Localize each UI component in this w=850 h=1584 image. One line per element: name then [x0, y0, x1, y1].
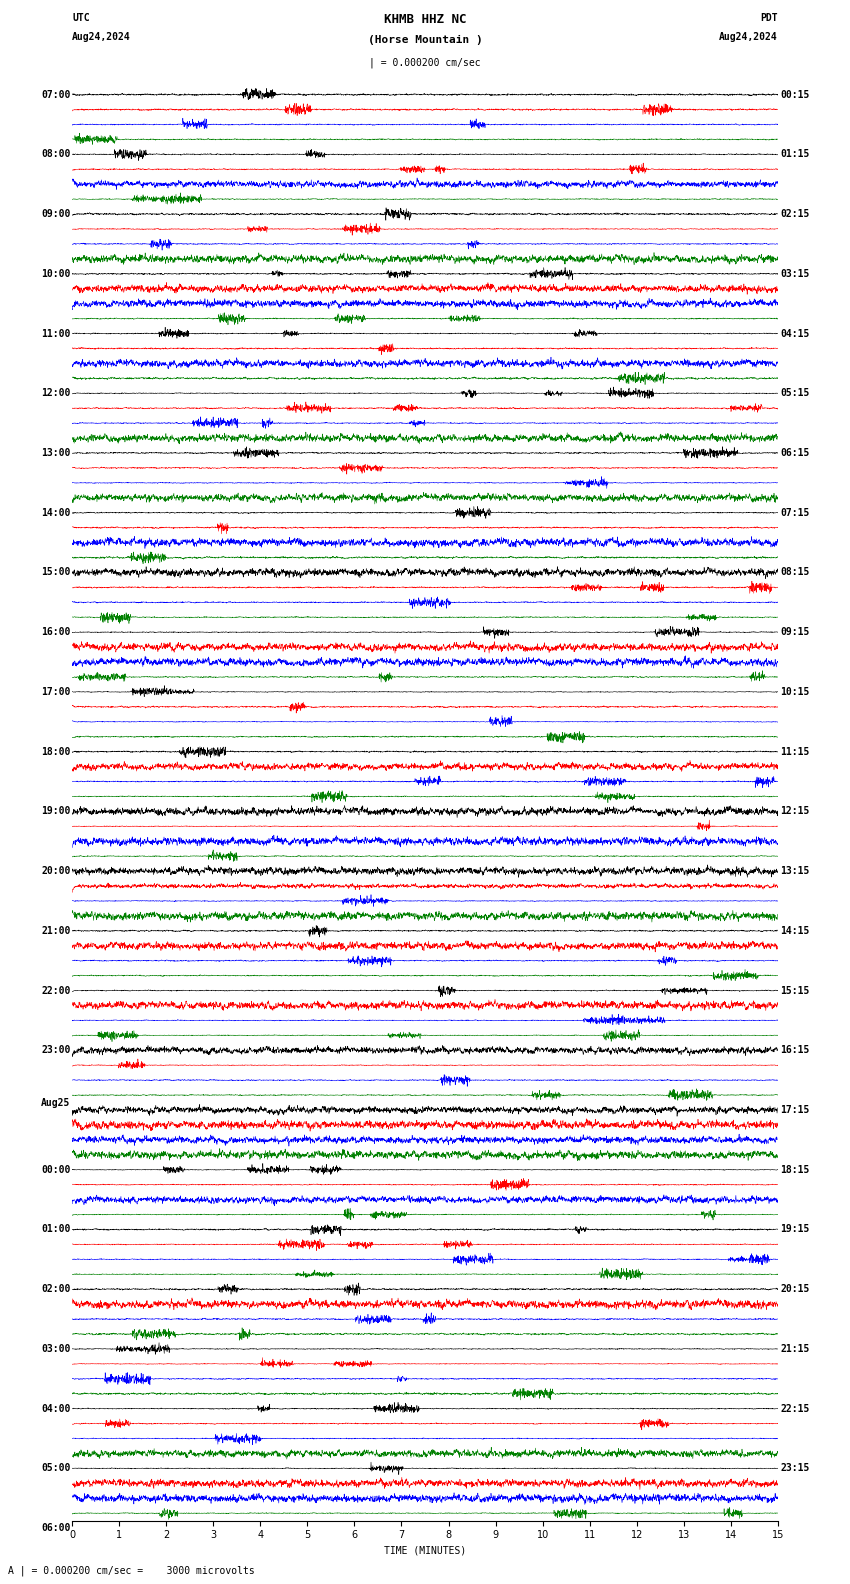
Text: (Horse Mountain ): (Horse Mountain ) — [367, 35, 483, 46]
Text: 06:00: 06:00 — [41, 1524, 71, 1533]
Text: 09:15: 09:15 — [780, 627, 810, 637]
Text: 14:00: 14:00 — [41, 508, 71, 518]
Text: 07:00: 07:00 — [41, 90, 71, 100]
Text: 22:00: 22:00 — [41, 985, 71, 995]
Text: 02:15: 02:15 — [780, 209, 810, 219]
Text: 00:00: 00:00 — [41, 1164, 71, 1175]
Text: 18:15: 18:15 — [780, 1164, 810, 1175]
Text: 05:15: 05:15 — [780, 388, 810, 398]
Text: 06:15: 06:15 — [780, 448, 810, 458]
Text: UTC: UTC — [72, 13, 90, 22]
Text: 08:15: 08:15 — [780, 567, 810, 578]
Text: 08:00: 08:00 — [41, 149, 71, 160]
Text: 13:15: 13:15 — [780, 866, 810, 876]
Text: 23:15: 23:15 — [780, 1464, 810, 1473]
Text: 01:00: 01:00 — [41, 1224, 71, 1234]
Text: 04:15: 04:15 — [780, 328, 810, 339]
Text: A | = 0.000200 cm/sec =    3000 microvolts: A | = 0.000200 cm/sec = 3000 microvolts — [8, 1565, 255, 1576]
Text: 23:00: 23:00 — [41, 1045, 71, 1055]
Text: 19:15: 19:15 — [780, 1224, 810, 1234]
Text: 20:00: 20:00 — [41, 866, 71, 876]
Text: 13:00: 13:00 — [41, 448, 71, 458]
Text: 03:15: 03:15 — [780, 269, 810, 279]
Text: 21:15: 21:15 — [780, 1343, 810, 1354]
Text: 10:15: 10:15 — [780, 687, 810, 697]
Text: 11:15: 11:15 — [780, 746, 810, 757]
Text: Aug24,2024: Aug24,2024 — [719, 32, 778, 41]
Text: Aug24,2024: Aug24,2024 — [72, 32, 131, 41]
Text: | = 0.000200 cm/sec: | = 0.000200 cm/sec — [369, 57, 481, 68]
Text: 15:00: 15:00 — [41, 567, 71, 578]
Text: 02:00: 02:00 — [41, 1285, 71, 1294]
Text: 10:00: 10:00 — [41, 269, 71, 279]
Text: 09:00: 09:00 — [41, 209, 71, 219]
Text: 15:15: 15:15 — [780, 985, 810, 995]
Text: 04:00: 04:00 — [41, 1403, 71, 1413]
Text: 18:00: 18:00 — [41, 746, 71, 757]
Text: 00:15: 00:15 — [780, 90, 810, 100]
Text: 17:15: 17:15 — [780, 1106, 810, 1115]
Text: 16:00: 16:00 — [41, 627, 71, 637]
Text: 14:15: 14:15 — [780, 925, 810, 936]
X-axis label: TIME (MINUTES): TIME (MINUTES) — [384, 1546, 466, 1555]
Text: 21:00: 21:00 — [41, 925, 71, 936]
Text: 03:00: 03:00 — [41, 1343, 71, 1354]
Text: 20:15: 20:15 — [780, 1285, 810, 1294]
Text: 17:00: 17:00 — [41, 687, 71, 697]
Text: KHMB HHZ NC: KHMB HHZ NC — [383, 13, 467, 25]
Text: 05:00: 05:00 — [41, 1464, 71, 1473]
Text: 16:15: 16:15 — [780, 1045, 810, 1055]
Text: 12:00: 12:00 — [41, 388, 71, 398]
Text: 01:15: 01:15 — [780, 149, 810, 160]
Text: 19:00: 19:00 — [41, 806, 71, 816]
Text: PDT: PDT — [760, 13, 778, 22]
Text: 07:15: 07:15 — [780, 508, 810, 518]
Text: 22:15: 22:15 — [780, 1403, 810, 1413]
Text: 12:15: 12:15 — [780, 806, 810, 816]
Text: 11:00: 11:00 — [41, 328, 71, 339]
Text: Aug25: Aug25 — [41, 1098, 71, 1107]
